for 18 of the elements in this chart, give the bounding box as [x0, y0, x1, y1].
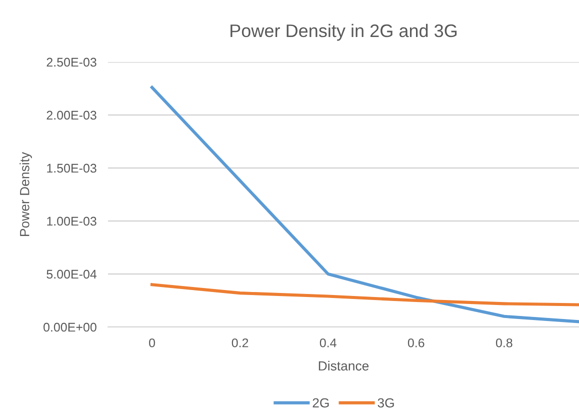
x-tick-label: 0.2: [232, 338, 248, 348]
x-tick-label: 0.8: [496, 338, 512, 348]
y-tick-label: 0.00E+00: [44, 322, 96, 332]
y-tick-label: 2.50E-03: [46, 58, 96, 67]
y-tick-label: 1.50E-03: [47, 164, 96, 173]
x-tick-label: 0.6: [408, 338, 424, 348]
line-series: [150, 86, 579, 324]
y-tick-label: 2.00E-03: [46, 110, 96, 120]
legend-label: 3G: [378, 398, 394, 408]
x-axis-title: Distance: [318, 360, 369, 371]
legend-label: 2G: [312, 398, 329, 408]
x-tick-label: 0.4: [320, 338, 336, 348]
x-tick-label: 0: [149, 338, 156, 348]
y-tick-label: 1.00E-03: [47, 216, 96, 226]
line-series: [150, 283, 579, 306]
y-tick-label: 5.00E-04: [46, 270, 97, 279]
y-axis-title: Power Density: [20, 152, 32, 236]
chart-title: Power Density in 2G and 3G: [230, 24, 457, 41]
